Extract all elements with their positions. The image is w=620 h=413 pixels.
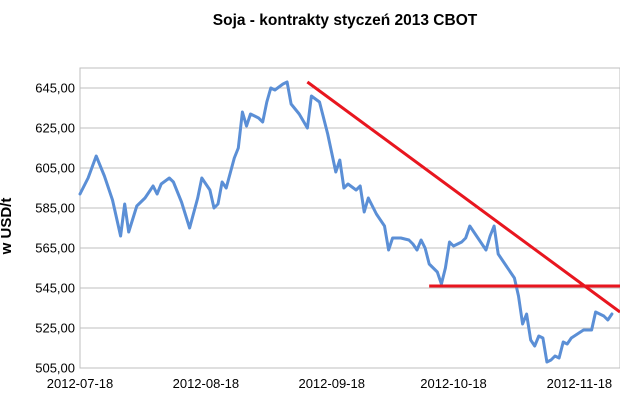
y-tick-label: 545,00: [35, 281, 75, 296]
trendlines: [306, 80, 620, 314]
trendline: [306, 80, 620, 314]
y-tick-label: 585,00: [35, 201, 75, 216]
y-tick-label: 565,00: [35, 241, 75, 256]
x-tick-labels: 2012-07-18 2012-08-18 2012-09-18 2012-10-18…: [47, 376, 612, 391]
series-line: [78, 80, 614, 364]
x-tick-label: 2012-11-18: [547, 376, 613, 391]
x-tick-label: 2012-08-18: [173, 376, 240, 391]
x-tick-label: 2012-10-18: [420, 376, 487, 391]
y-tick-labels: 645,00 625,00 605,00 585,00 565,00 545,00 525,…: [35, 81, 75, 376]
y-tick-label: 525,00: [35, 321, 75, 336]
y-axis-label: w USD/t: [0, 198, 15, 256]
chart-title: Soja - kontrakty styczeń 2013 CBOT: [213, 12, 478, 29]
x-tick-label: 2012-07-18: [47, 376, 114, 391]
plot-area-border: [79, 67, 620, 369]
y-tick-label: 605,00: [35, 161, 75, 176]
price-series: [78, 80, 614, 364]
y-tick-label: 645,00: [35, 81, 75, 96]
y-tick-label: 505,00: [35, 361, 75, 376]
x-tick-label: 2012-09-18: [298, 376, 365, 391]
y-tick-label: 625,00: [35, 121, 75, 136]
gridlines: [80, 87, 620, 369]
